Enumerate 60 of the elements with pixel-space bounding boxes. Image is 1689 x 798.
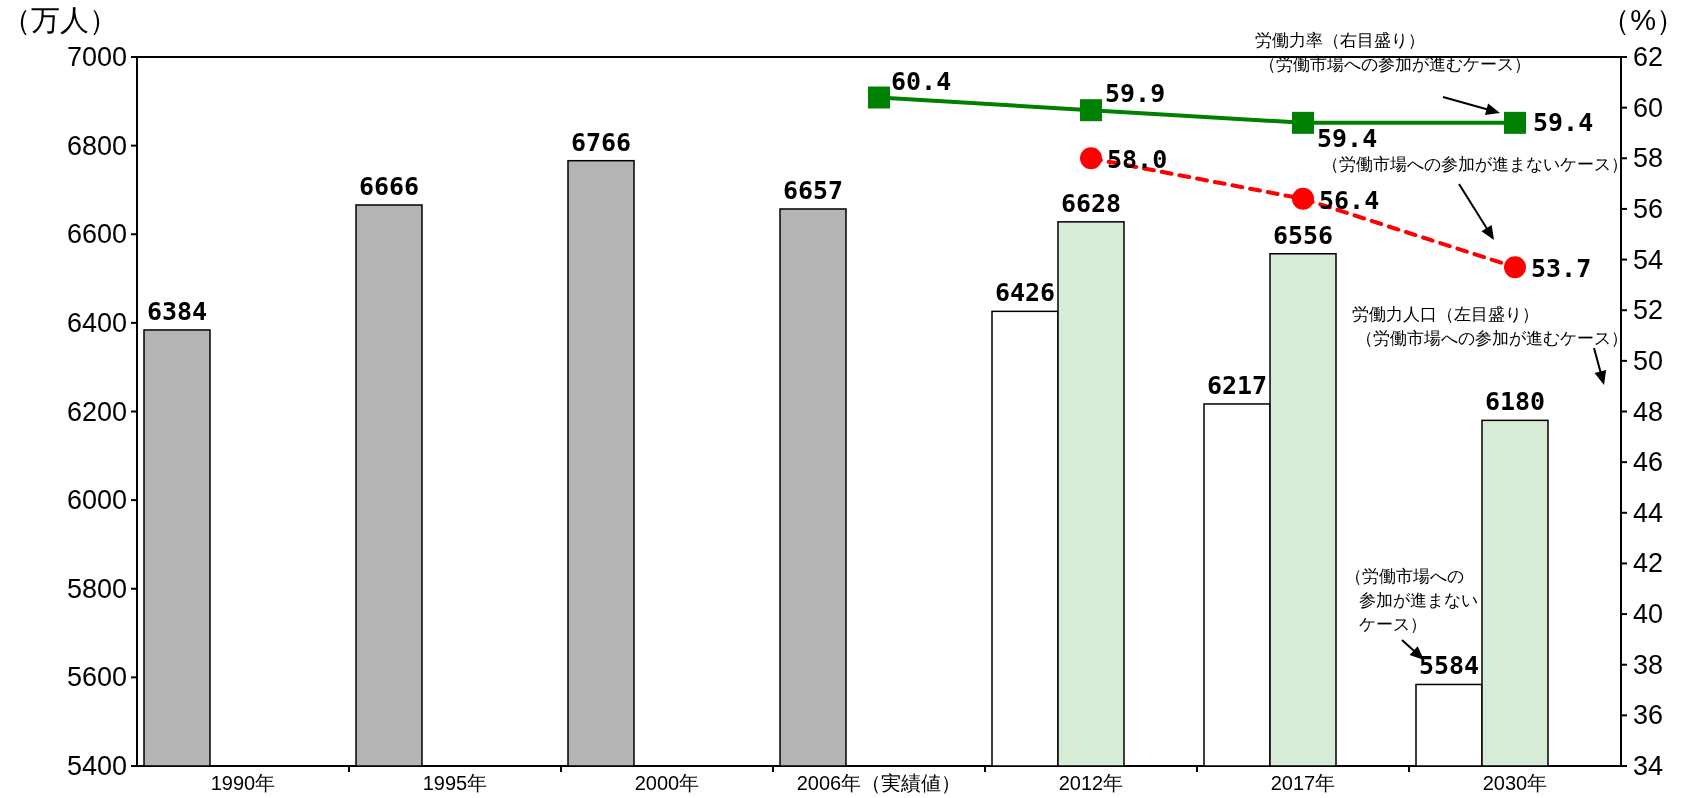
y-tick-label: 7000 <box>66 42 127 72</box>
data-label: 6426 <box>994 278 1056 308</box>
data-label: 6556 <box>1272 220 1334 250</box>
y-axis-title: （万人） <box>2 4 118 36</box>
y2-tick-label: 50 <box>1633 345 1664 376</box>
data-label: 59.4 <box>1533 107 1594 137</box>
y2-tick-label: 56 <box>1633 193 1664 224</box>
point <box>1504 256 1526 279</box>
point <box>1504 111 1526 134</box>
y2-axis-title: （%） <box>1601 4 1685 36</box>
point <box>1292 187 1314 210</box>
data-label: 60.4 <box>891 66 952 96</box>
y2-tick-label: 54 <box>1633 244 1664 275</box>
x-tick-label: 2012年 <box>1058 772 1124 794</box>
data-label: 56.4 <box>1319 185 1380 215</box>
y-tick-label: 5800 <box>66 573 127 604</box>
data-label: 5584 <box>1418 651 1480 681</box>
x-tick-label: 1990年 <box>210 772 276 794</box>
data-label: 6217 <box>1206 370 1268 400</box>
data-label: 59.9 <box>1105 79 1166 109</box>
y-tick-label: 6600 <box>66 219 127 250</box>
y2-tick-label: 34 <box>1633 751 1664 781</box>
data-label: 6384 <box>146 296 208 326</box>
y2-tick-label: 58 <box>1633 143 1664 174</box>
y2-tick-label: 36 <box>1633 700 1664 731</box>
data-label: 53.7 <box>1531 254 1592 284</box>
annotation: （労働市場への参加が進まないケース） <box>1345 567 1478 634</box>
x-tick-label: 2006年（実績値） <box>796 772 962 794</box>
y2-tick-label: 62 <box>1633 42 1664 72</box>
y-tick-label: 6400 <box>66 307 127 338</box>
y-tick-label: 6000 <box>66 485 127 516</box>
y2-tick-label: 46 <box>1633 447 1664 478</box>
y2-tick-label: 48 <box>1633 396 1664 427</box>
y-tick-label: 5600 <box>66 662 127 693</box>
x-tick-label: 2030年 <box>1482 772 1548 794</box>
annotation: 労働力人口（左目盛り）（労働市場への参加が進むケース） <box>1352 305 1628 348</box>
y2-tick-label: 40 <box>1633 599 1664 630</box>
y2-tick-label: 60 <box>1633 92 1664 123</box>
point <box>1080 147 1102 170</box>
x-tick-label: 2000年 <box>634 772 700 794</box>
x-tick-label: 2017年 <box>1270 772 1336 794</box>
y2-tick-label: 52 <box>1633 295 1664 326</box>
data-label: 58.0 <box>1107 145 1168 175</box>
y2-tick-label: 38 <box>1633 649 1664 680</box>
data-label: 6766 <box>570 127 632 157</box>
y-tick-label: 6800 <box>66 130 127 161</box>
point <box>1292 111 1314 134</box>
point <box>1080 99 1102 122</box>
point <box>868 86 890 109</box>
data-label: 6657 <box>782 175 844 205</box>
data-label: 6666 <box>358 172 420 201</box>
x-tick-label: 1995年 <box>422 772 488 794</box>
y-tick-label: 5400 <box>66 751 127 781</box>
data-label: 6180 <box>1484 387 1546 417</box>
y2-tick-label: 44 <box>1633 497 1664 528</box>
data-label: 6628 <box>1060 188 1122 218</box>
data-label: 59.4 <box>1317 123 1378 153</box>
y-tick-label: 6200 <box>66 396 127 427</box>
y2-tick-label: 42 <box>1633 548 1664 579</box>
annotation: （労働市場への参加が進まないケース） <box>1322 155 1628 174</box>
